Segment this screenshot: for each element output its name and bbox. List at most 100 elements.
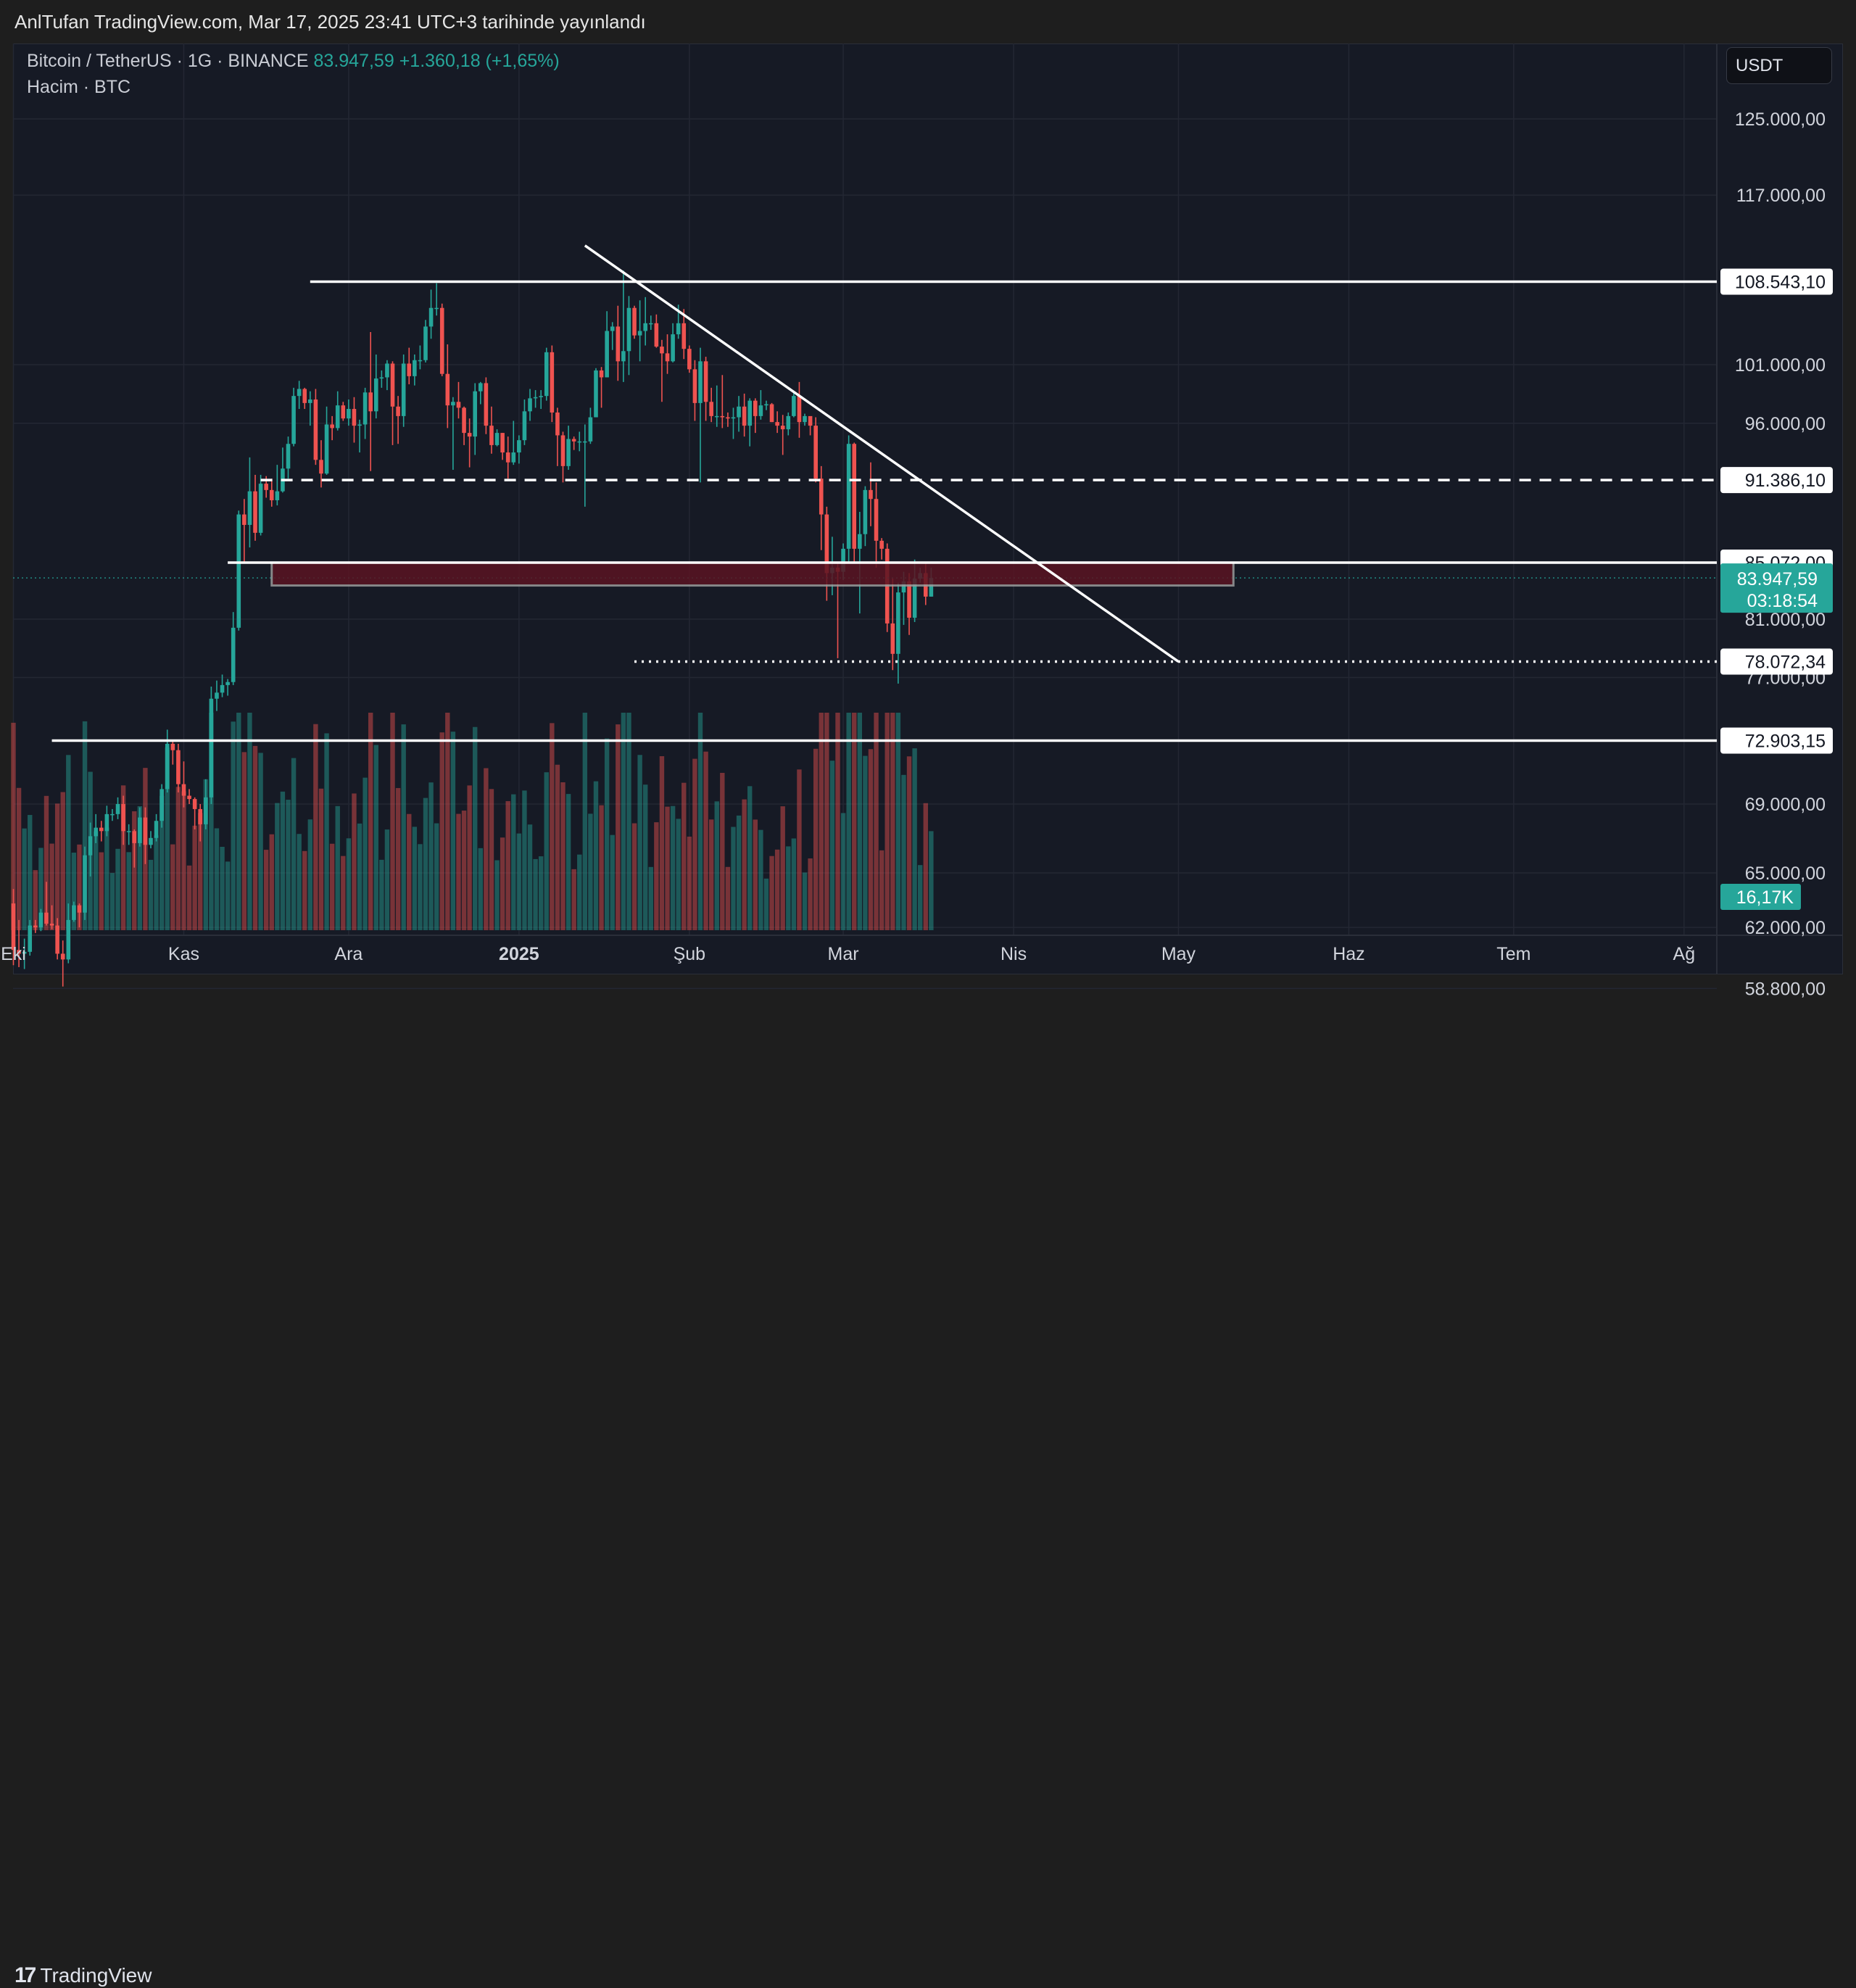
candle-body bbox=[714, 415, 719, 418]
candle bbox=[654, 314, 659, 348]
candle-body bbox=[319, 460, 323, 474]
volume-bar bbox=[566, 794, 571, 930]
candle bbox=[522, 399, 527, 445]
candle-body bbox=[362, 392, 368, 425]
candle-body bbox=[841, 548, 845, 572]
x-tick-label: Nis bbox=[1000, 944, 1027, 964]
candle-body bbox=[187, 795, 191, 800]
volume-bar bbox=[648, 866, 653, 930]
candle bbox=[517, 435, 521, 464]
volume-bar bbox=[599, 805, 604, 930]
candle bbox=[599, 367, 604, 408]
volume-bar bbox=[697, 713, 703, 930]
volume-bar bbox=[813, 748, 819, 930]
candle bbox=[242, 499, 246, 563]
candle bbox=[11, 889, 16, 966]
currency-button[interactable]: USDT bbox=[1726, 47, 1832, 84]
candle bbox=[379, 370, 384, 388]
candle bbox=[737, 396, 741, 432]
candle bbox=[797, 381, 802, 438]
candle-body bbox=[912, 579, 917, 618]
candle bbox=[874, 482, 879, 568]
candle-body bbox=[517, 440, 521, 453]
candle-body bbox=[511, 452, 516, 463]
volume-bar bbox=[324, 733, 329, 930]
candle-body bbox=[451, 402, 455, 406]
candle-body bbox=[258, 484, 263, 533]
volume-bar bbox=[456, 813, 461, 930]
candle bbox=[731, 407, 736, 439]
symbol-legend[interactable]: Bitcoin / TetherUS · 1G · BINANCE 83.947… bbox=[27, 51, 560, 72]
volume-bar bbox=[682, 782, 687, 930]
current-price-label: 83.947,59 bbox=[1737, 569, 1818, 589]
volume-legend[interactable]: Hacim · BTC bbox=[27, 77, 131, 97]
volume-bar bbox=[132, 811, 137, 930]
x-tick-label: 2025 bbox=[499, 944, 539, 964]
candle bbox=[742, 393, 747, 437]
candle bbox=[247, 457, 252, 548]
volume-bar bbox=[874, 713, 879, 930]
chart-panel[interactable] bbox=[13, 44, 1843, 974]
candle bbox=[571, 436, 576, 450]
volume-bar bbox=[44, 795, 49, 930]
volume-tag bbox=[1720, 884, 1801, 910]
volume-bar bbox=[428, 782, 434, 930]
volume-bar bbox=[346, 838, 352, 930]
candle bbox=[792, 391, 796, 418]
tradingview-brand[interactable]: 17 TradingView bbox=[14, 1963, 152, 1988]
candle bbox=[643, 297, 647, 346]
candle bbox=[780, 415, 785, 455]
candle bbox=[692, 360, 697, 421]
candle-body bbox=[484, 383, 489, 426]
candle-body bbox=[863, 489, 868, 534]
candle-body bbox=[769, 404, 774, 423]
candle bbox=[605, 311, 609, 378]
volume-bar bbox=[829, 761, 835, 930]
candle-body bbox=[786, 415, 791, 430]
candle-body bbox=[385, 363, 389, 378]
candle bbox=[286, 436, 291, 479]
volume-bar bbox=[824, 713, 829, 930]
volume-bar bbox=[522, 790, 527, 930]
candle-body bbox=[852, 444, 857, 549]
candle-body bbox=[500, 433, 505, 453]
candle-body bbox=[33, 925, 38, 928]
candle-body bbox=[588, 417, 593, 442]
candle-body bbox=[819, 479, 824, 515]
candle bbox=[577, 431, 582, 452]
volume-bar bbox=[687, 836, 692, 930]
volume-bar bbox=[418, 844, 423, 930]
volume-bar bbox=[352, 793, 357, 930]
volume-bar bbox=[291, 758, 297, 930]
volume-bar bbox=[505, 800, 510, 930]
candle-body bbox=[522, 411, 527, 441]
candle-body bbox=[341, 405, 346, 419]
volume-bar bbox=[923, 803, 928, 930]
candle bbox=[879, 538, 884, 560]
volume-bar bbox=[198, 813, 203, 930]
candle bbox=[648, 315, 653, 330]
volume-bar bbox=[357, 823, 362, 930]
volume-bar bbox=[60, 792, 65, 930]
volume-bar bbox=[703, 751, 708, 930]
candle-body bbox=[456, 402, 461, 408]
candle bbox=[66, 903, 71, 964]
candle-body bbox=[439, 307, 444, 374]
y-tick-label: 96.000,00 bbox=[1745, 414, 1826, 434]
candle bbox=[99, 821, 104, 842]
candle bbox=[709, 387, 713, 423]
candle bbox=[703, 357, 708, 421]
level-price-label: 108.543,10 bbox=[1735, 273, 1826, 293]
candle bbox=[803, 413, 807, 426]
candle-body bbox=[38, 912, 44, 928]
volume-bar bbox=[247, 713, 252, 930]
candle bbox=[660, 339, 664, 402]
candle bbox=[72, 901, 76, 922]
volume-bar bbox=[225, 861, 231, 930]
price-chart[interactable]: 125.000,00 117.000,00 101.000,00 96.000,00 8… bbox=[0, 0, 1856, 1027]
candle bbox=[539, 390, 543, 410]
candle-body bbox=[846, 444, 851, 549]
candle-body bbox=[539, 396, 543, 397]
candle bbox=[313, 389, 318, 465]
candle-body bbox=[72, 905, 76, 920]
